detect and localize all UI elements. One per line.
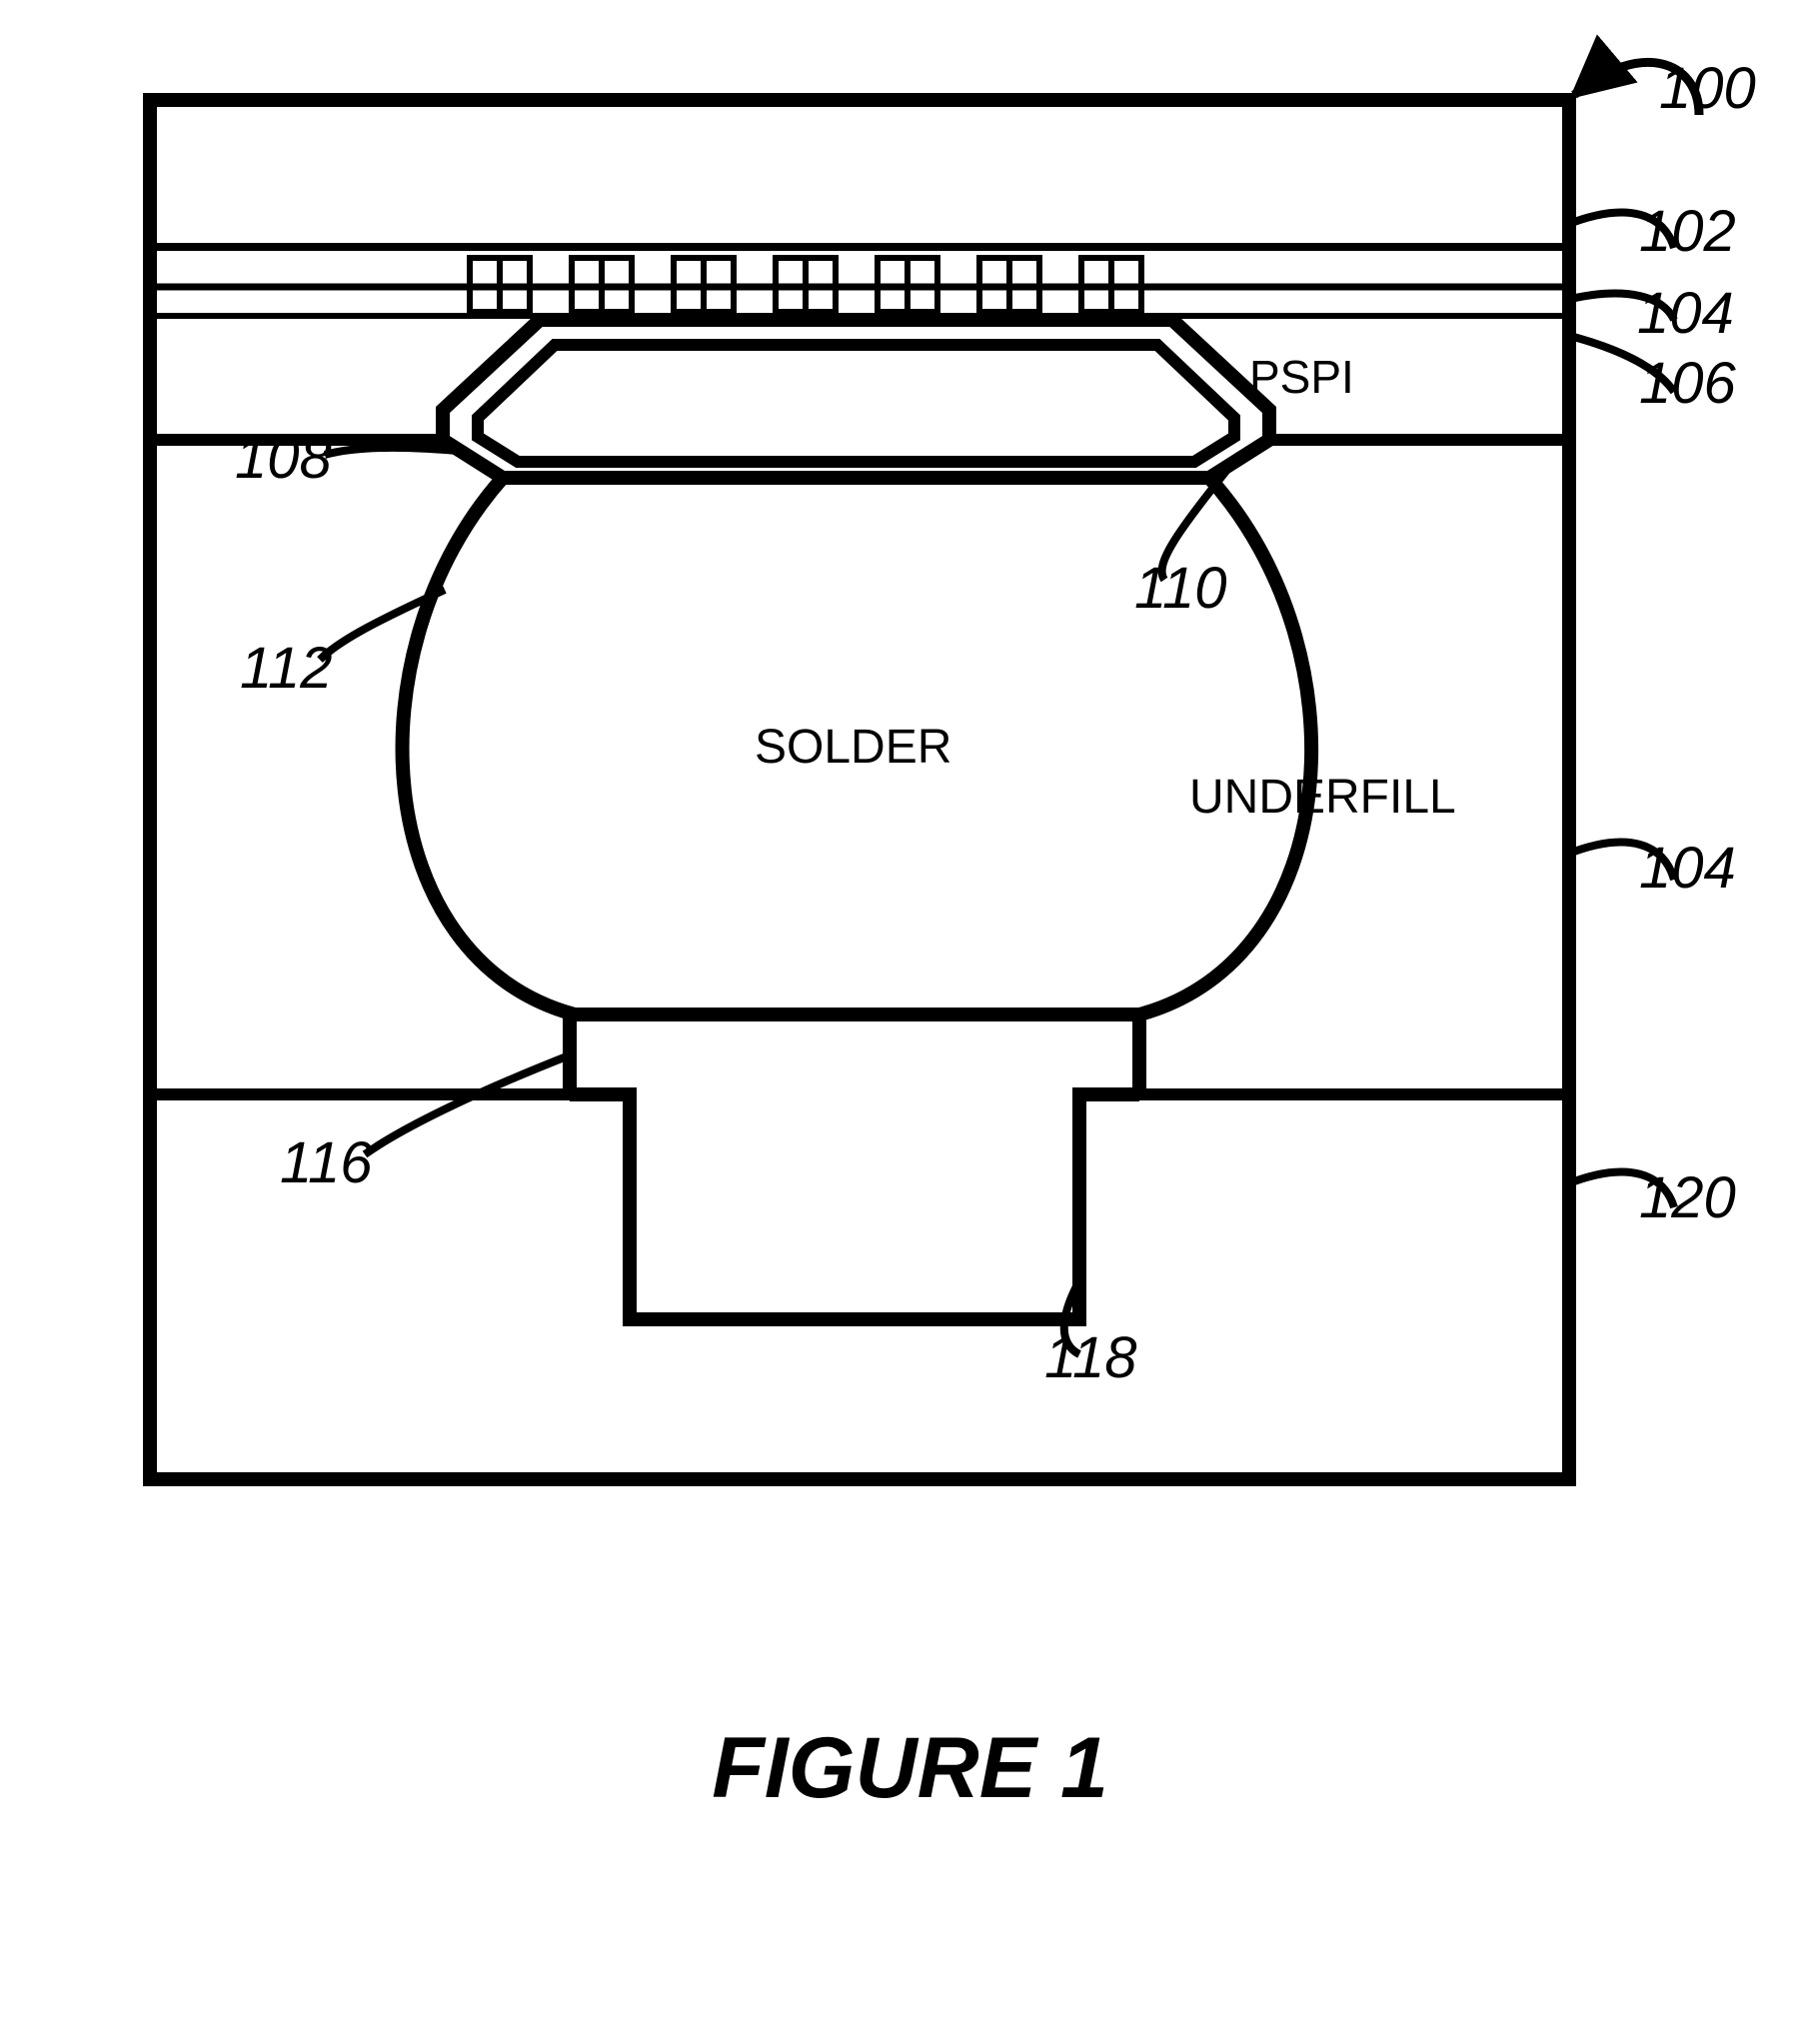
ref-118: 118 xyxy=(1044,1324,1136,1391)
diagram-canvas xyxy=(0,0,1820,1699)
underfill-label: UNDERFILL xyxy=(1189,770,1456,825)
leader-116 xyxy=(365,1054,572,1154)
landing-pad xyxy=(570,1014,1139,1094)
solder-label: SOLDER xyxy=(755,720,951,775)
pspi-label: PSPI xyxy=(1249,350,1354,404)
ref-104b: 104 xyxy=(1639,835,1736,902)
ref-108: 108 xyxy=(235,425,332,492)
leader-108 xyxy=(325,448,468,455)
ref-106: 106 xyxy=(1639,350,1736,417)
blm-inner xyxy=(478,345,1234,462)
ref-100: 100 xyxy=(1659,55,1756,122)
ref-116: 116 xyxy=(280,1129,372,1196)
ref-120: 120 xyxy=(1639,1164,1736,1231)
ref-104a: 104 xyxy=(1637,280,1734,347)
figure-title: FIGURE 1 xyxy=(0,1719,1820,1818)
ref-110: 110 xyxy=(1134,555,1226,622)
via-group xyxy=(470,258,1141,312)
ref-112: 112 xyxy=(240,635,332,702)
copper-pad xyxy=(570,1094,1139,1319)
ref-102: 102 xyxy=(1639,198,1736,265)
